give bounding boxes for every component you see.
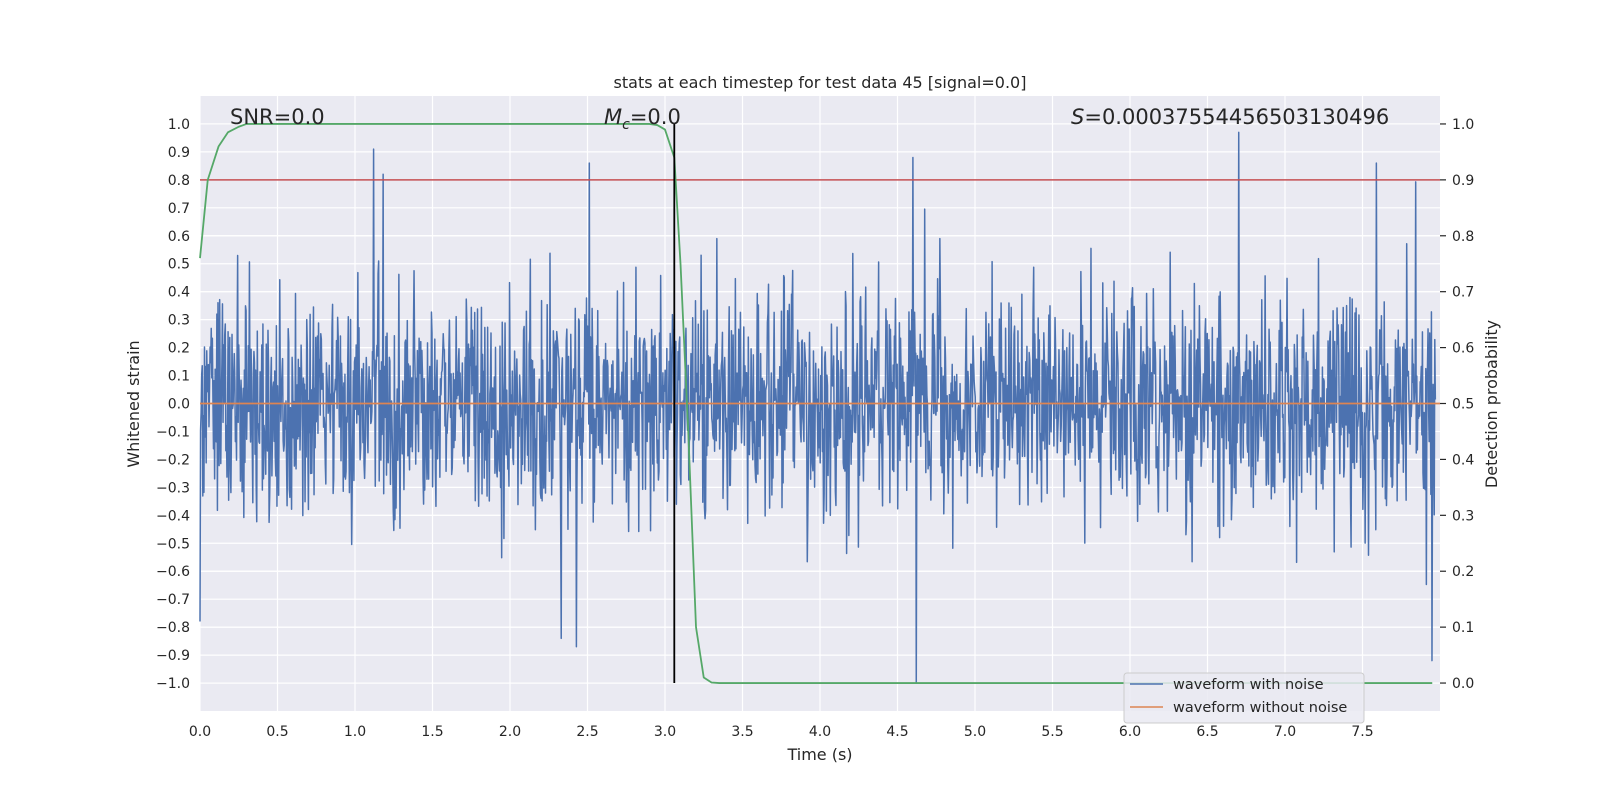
x-tick-label: 0.0	[189, 724, 211, 740]
y-tick-label: 0.8	[168, 173, 190, 189]
s-symbol: S	[1071, 105, 1084, 129]
y-tick-label: 0.7	[168, 201, 190, 217]
y-axis-right-label: Detection probability	[1482, 320, 1501, 488]
x-tick-label: 6.5	[1196, 724, 1218, 740]
y2-tick-label: 0.7	[1452, 285, 1474, 301]
y2-tick-label: 0.1	[1452, 620, 1474, 636]
y-tick-label: −0.5	[156, 536, 190, 552]
y-tick-label: −0.7	[156, 592, 190, 608]
x-tick-label: 6.0	[1119, 724, 1141, 740]
s-value: =0.0003755445650313049​6	[1084, 105, 1389, 129]
y2-tick-label: 0.6	[1452, 341, 1474, 357]
y-tick-label: 1.0	[168, 117, 190, 133]
y2-tick-label: 1.0	[1452, 117, 1474, 133]
y-tick-label: 0.1	[168, 369, 190, 385]
x-tick-label: 7.0	[1274, 724, 1296, 740]
y2-tick-label: 0.9	[1452, 173, 1474, 189]
x-tick-label: 4.5	[886, 724, 908, 740]
x-tick-label: 1.0	[344, 724, 366, 740]
series-detection-probability	[199, 123, 1433, 684]
y-tick-label: −0.8	[156, 620, 190, 636]
y-tick-label: −0.9	[156, 648, 190, 664]
series-waveform-with-noise	[199, 131, 1437, 684]
x-axis-label: Time (s)	[786, 745, 852, 764]
y-tick-label: 0.0	[168, 397, 190, 413]
y2-tick-label: 0.3	[1452, 508, 1474, 524]
y-tick-label: −0.6	[156, 564, 190, 580]
x-axis: 0.0 0.5 1.0 1.5 2.0 2.5 3.0 3.5 4.0 4.5 5.0 5.5 6.0 6…	[189, 724, 1374, 740]
s-annotation: S=0.0003755445650313049​6	[1071, 105, 1389, 129]
x-tick-label: 5.0	[964, 724, 986, 740]
x-tick-label: 1.5	[421, 724, 443, 740]
y-tick-label: 0.3	[168, 313, 190, 329]
x-tick-label: 3.5	[731, 724, 753, 740]
y-tick-label: 0.2	[168, 341, 190, 357]
chirp-mass-value: =0.0	[630, 105, 681, 129]
chirp-mass-annotation: Mc=0.0	[604, 105, 681, 133]
y2-tick-label: 0.5	[1452, 397, 1474, 413]
plot-content	[199, 123, 1440, 684]
y2-tick-label: 0.4	[1452, 452, 1474, 468]
x-tick-label: 5.5	[1041, 724, 1063, 740]
y-tick-label: −0.2	[156, 452, 190, 468]
y-tick-label: −0.3	[156, 480, 190, 496]
chirp-mass-subscript: c	[622, 117, 630, 133]
y-tick-label: −0.1	[156, 424, 190, 440]
legend-label-waveform-without-noise: waveform without noise	[1173, 700, 1347, 716]
y-axis-right: 1.0 0.9 0.8 0.7 0.6 0.5 0.4 0.3 0.2 0.1 0.0	[1440, 117, 1474, 692]
chirp-mass-symbol: M	[604, 105, 622, 129]
legend-box	[1123, 672, 1365, 724]
legend: waveform with noise waveform without noi…	[1123, 672, 1365, 724]
x-tick-label: 0.5	[266, 724, 288, 740]
y2-tick-label: 0.8	[1452, 229, 1474, 245]
legend-label-waveform-with-noise: waveform with noise	[1173, 677, 1324, 693]
chart-title: stats at each timestep for test data 45 …	[614, 73, 1027, 92]
y-axis-label: Whitened strain	[124, 340, 143, 467]
y-tick-label: 0.4	[168, 285, 190, 301]
y-axis-left: 1.0 0.9 0.8 0.7 0.6 0.5 0.4 0.3 0.2 0.1 0.0 −0.1 −0.…	[156, 117, 190, 692]
x-tick-label: 7.5	[1351, 724, 1373, 740]
y2-tick-label: 0.2	[1452, 564, 1474, 580]
x-tick-label: 3.0	[654, 724, 676, 740]
x-tick-label: 2.5	[576, 724, 598, 740]
y-tick-label: −0.4	[156, 508, 190, 524]
y2-tick-label: 0.0	[1452, 676, 1474, 692]
x-tick-label: 2.0	[499, 724, 521, 740]
x-tick-label: 4.0	[809, 724, 831, 740]
y-tick-label: −1.0	[156, 676, 190, 692]
y-tick-label: 0.6	[168, 229, 190, 245]
y-tick-label: 0.9	[168, 145, 190, 161]
y-tick-label: 0.5	[168, 257, 190, 273]
snr-annotation: SNR=0.0	[230, 105, 325, 129]
